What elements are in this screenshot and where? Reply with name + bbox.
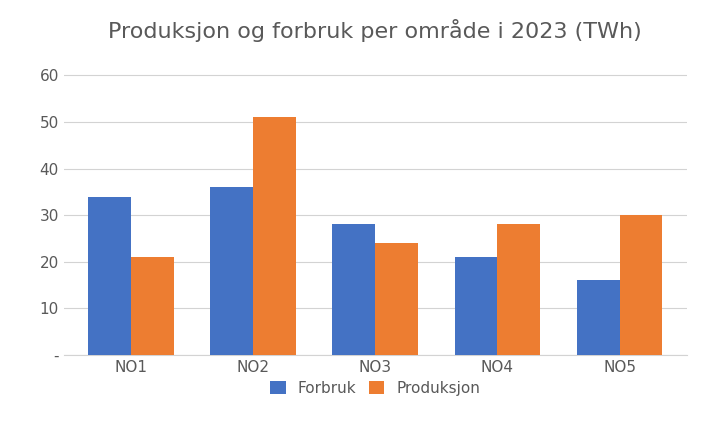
Bar <box>88 197 131 355</box>
Bar <box>210 187 253 355</box>
Bar <box>577 281 620 355</box>
Bar <box>375 243 418 355</box>
Legend: Forbruk, Produksjon: Forbruk, Produksjon <box>264 375 486 402</box>
Bar <box>455 257 498 355</box>
Bar <box>333 224 375 355</box>
Bar <box>620 215 662 355</box>
Title: Produksjon og forbruk per område i 2023 (TWh): Produksjon og forbruk per område i 2023 … <box>108 19 642 42</box>
Bar <box>253 117 296 355</box>
Bar <box>131 257 173 355</box>
Bar <box>498 224 540 355</box>
